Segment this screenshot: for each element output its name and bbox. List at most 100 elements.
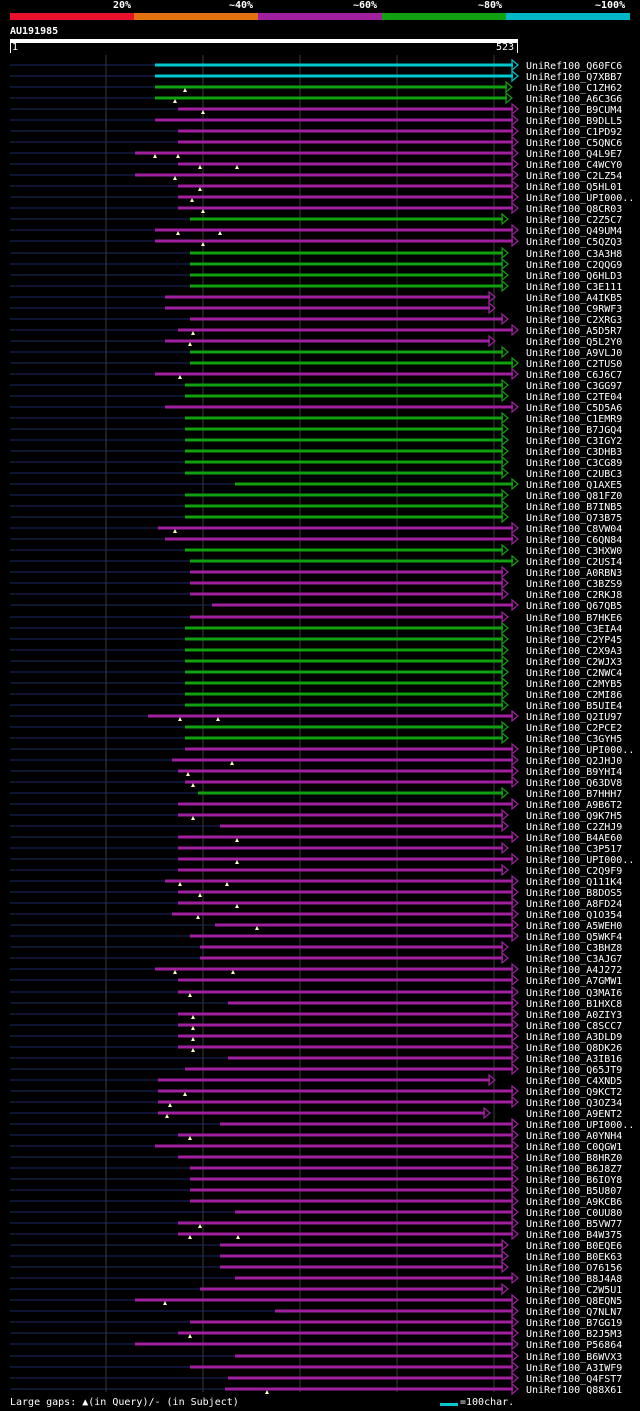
- hit-row[interactable]: UniRef100_C3P517: [10, 841, 622, 855]
- hit-row[interactable]: UniRef100_A3IB16: [10, 1051, 622, 1065]
- hit-bar[interactable]: [228, 1376, 513, 1380]
- hit-bar[interactable]: [135, 1298, 513, 1302]
- hit-label[interactable]: UniRef100_B6WVX3: [526, 1352, 622, 1363]
- hit-bar[interactable]: [185, 670, 503, 674]
- hit-label[interactable]: UniRef100_A4IKB5: [526, 293, 622, 304]
- hit-label[interactable]: UniRef100_C2ZHJ9: [526, 822, 622, 833]
- hit-row[interactable]: UniRef100_O76156: [10, 1260, 622, 1274]
- hit-bar[interactable]: [178, 1023, 513, 1027]
- hit-bar[interactable]: [155, 1144, 513, 1148]
- hit-bar[interactable]: [178, 901, 513, 905]
- hit-row[interactable]: UniRef100_Q5L2Y0: [10, 334, 622, 348]
- hit-row[interactable]: UniRef100_C1PD92: [10, 124, 622, 138]
- hit-bar[interactable]: [185, 703, 503, 707]
- hit-label[interactable]: UniRef100_B5U807: [526, 1186, 622, 1197]
- hit-label[interactable]: UniRef100_C3DHB3: [526, 447, 622, 458]
- hit-bar[interactable]: [185, 394, 503, 398]
- hit-label[interactable]: UniRef100_A0RBN3: [526, 568, 622, 579]
- hit-bar[interactable]: [178, 857, 513, 861]
- hit-row[interactable]: UniRef100_Q73B75: [10, 510, 622, 524]
- hit-label[interactable]: UniRef100_B7HKE6: [526, 613, 622, 624]
- hit-bar[interactable]: [178, 978, 513, 982]
- hit-label[interactable]: UniRef100_UPI000..: [526, 855, 634, 866]
- hit-bar[interactable]: [155, 372, 513, 376]
- hit-row[interactable]: UniRef100_C5QZQ3: [10, 234, 622, 248]
- hit-bar[interactable]: [178, 1155, 513, 1159]
- hit-row[interactable]: UniRef100_Q8CR03: [10, 201, 622, 215]
- hit-bar[interactable]: [185, 460, 503, 464]
- hit-label[interactable]: UniRef100_B5UIE4: [526, 701, 622, 712]
- hit-bar[interactable]: [158, 526, 513, 530]
- hit-row[interactable]: UniRef100_A0YNH4: [10, 1128, 622, 1142]
- hit-bar[interactable]: [165, 537, 513, 541]
- hit-row[interactable]: UniRef100_B6J8Z7: [10, 1161, 622, 1175]
- hit-bar[interactable]: [200, 956, 503, 960]
- hit-bar[interactable]: [185, 416, 503, 420]
- hit-row[interactable]: UniRef100_C3GG97: [10, 378, 622, 392]
- hit-bar[interactable]: [190, 251, 503, 255]
- hit-row[interactable]: UniRef100_A6C3G6: [10, 91, 622, 105]
- hit-row[interactable]: UniRef100_Q9K7H5: [10, 808, 622, 822]
- hit-row[interactable]: UniRef100_Q1O354: [10, 907, 622, 921]
- hit-row[interactable]: UniRef100_P56864: [10, 1337, 622, 1351]
- hit-label[interactable]: UniRef100_B4W375: [526, 1230, 622, 1241]
- hit-bar[interactable]: [158, 1111, 485, 1115]
- hit-bar[interactable]: [178, 195, 513, 199]
- hit-row[interactable]: UniRef100_C2XRG3: [10, 312, 622, 326]
- hit-bar[interactable]: [155, 228, 513, 232]
- hit-bar[interactable]: [158, 1078, 490, 1082]
- hit-bar[interactable]: [198, 791, 503, 795]
- hit-bar[interactable]: [190, 615, 503, 619]
- hit-label[interactable]: UniRef100_Q8EQN5: [526, 1296, 622, 1307]
- hit-row[interactable]: UniRef100_Q81FZ0: [10, 488, 622, 502]
- hit-bar[interactable]: [178, 1012, 513, 1016]
- hit-row[interactable]: UniRef100_A3DLD9: [10, 1029, 622, 1043]
- hit-label[interactable]: UniRef100_Q65JT9: [526, 1065, 622, 1076]
- hit-label[interactable]: UniRef100_A9ENT2: [526, 1109, 622, 1120]
- hit-label[interactable]: UniRef100_B6IOY8: [526, 1175, 622, 1186]
- hit-row[interactable]: UniRef100_C2MI86: [10, 687, 622, 701]
- hit-bar[interactable]: [185, 383, 503, 387]
- hit-bar[interactable]: [190, 1320, 513, 1324]
- hit-label[interactable]: UniRef100_C8SCC7: [526, 1021, 622, 1032]
- hit-label[interactable]: UniRef100_Q73B75: [526, 513, 622, 524]
- hit-bar[interactable]: [185, 493, 503, 497]
- hit-bar[interactable]: [190, 1177, 513, 1181]
- hit-label[interactable]: UniRef100_B0EQE6: [526, 1241, 622, 1252]
- hit-row[interactable]: UniRef100_Q1AXE5: [10, 477, 622, 491]
- hit-bar[interactable]: [178, 206, 513, 210]
- hit-row[interactable]: UniRef100_B4AE60: [10, 830, 622, 844]
- hit-bar[interactable]: [178, 1045, 513, 1049]
- hit-label[interactable]: UniRef100_B4AE60: [526, 833, 622, 844]
- hit-row[interactable]: UniRef100_C5QNC6: [10, 135, 622, 149]
- hit-bar[interactable]: [190, 581, 503, 585]
- hit-row[interactable]: UniRef100_C2NWC4: [10, 665, 622, 679]
- hit-bar[interactable]: [185, 626, 503, 630]
- hit-label[interactable]: UniRef100_A9VLJ0: [526, 348, 622, 359]
- hit-row[interactable]: UniRef100_UPI000..: [10, 742, 634, 756]
- hit-label[interactable]: UniRef100_Q5WKF4: [526, 932, 622, 943]
- hit-bar[interactable]: [190, 570, 503, 574]
- hit-row[interactable]: UniRef100_Q111K4: [10, 874, 622, 888]
- hit-label[interactable]: UniRef100_Q5L2Y0: [526, 337, 622, 348]
- hit-bar[interactable]: [155, 96, 507, 100]
- hit-row[interactable]: UniRef100_B6WVX3: [10, 1349, 622, 1363]
- hit-label[interactable]: UniRef100_C3HXW0: [526, 546, 622, 557]
- hit-label[interactable]: UniRef100_C4WCY0: [526, 160, 622, 171]
- hit-bar[interactable]: [190, 1188, 513, 1192]
- hit-label[interactable]: UniRef100_C2YP45: [526, 635, 622, 646]
- hit-row[interactable]: UniRef100_C3A3H8: [10, 246, 622, 260]
- hit-row[interactable]: UniRef100_C2ZHJ9: [10, 819, 622, 833]
- hit-bar[interactable]: [178, 129, 513, 133]
- hit-bar[interactable]: [228, 1056, 513, 1060]
- hit-label[interactable]: UniRef100_UPI000..: [526, 745, 634, 756]
- hit-label[interactable]: UniRef100_UPI000..: [526, 193, 634, 204]
- hit-label[interactable]: UniRef100_C5QZQ3: [526, 237, 622, 248]
- hit-label[interactable]: UniRef100_Q7NLN7: [526, 1307, 622, 1318]
- hit-label[interactable]: UniRef100_C2XRG3: [526, 315, 622, 326]
- hit-row[interactable]: UniRef100_UPI000..: [10, 852, 634, 866]
- hit-row[interactable]: UniRef100_B7HKE6: [10, 610, 622, 624]
- hit-label[interactable]: UniRef100_Q4L9E7: [526, 149, 622, 160]
- hit-bar[interactable]: [158, 1100, 513, 1104]
- hit-row[interactable]: UniRef100_Q2JHJ0: [10, 753, 622, 767]
